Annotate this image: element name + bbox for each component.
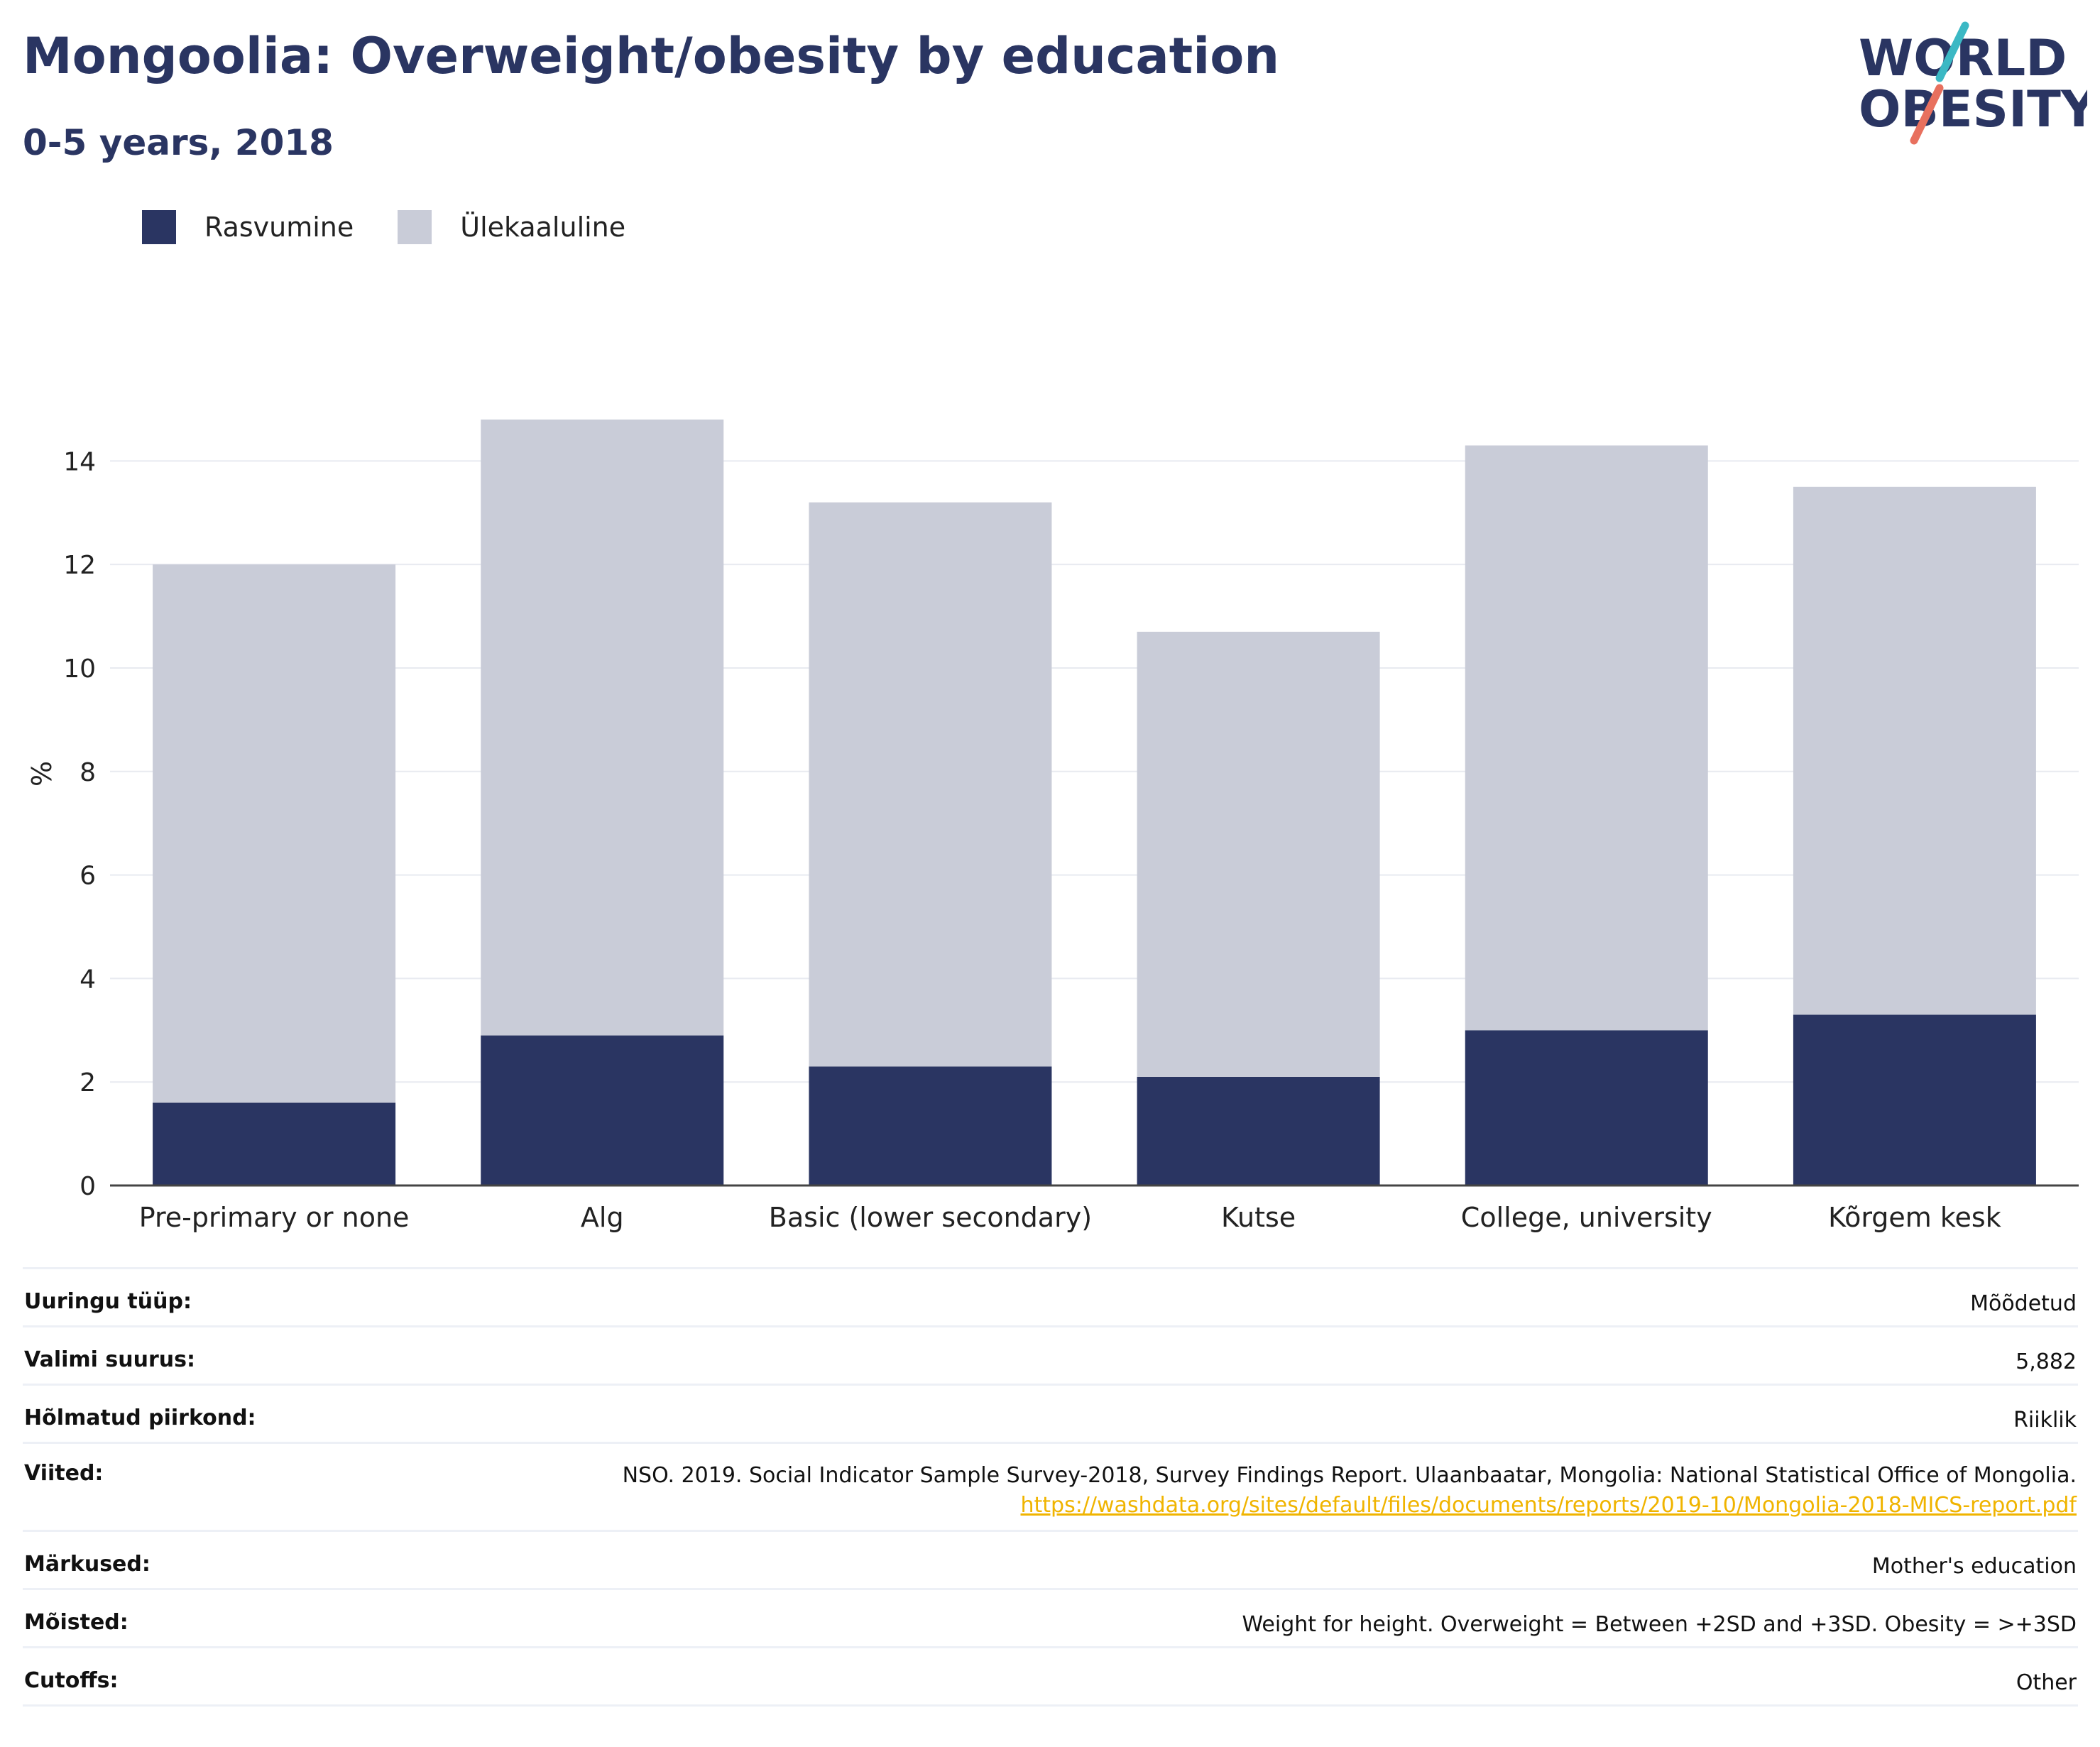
x-tick-label: Kutse <box>1221 1202 1296 1233</box>
bar-rasvumine[interactable] <box>1137 1076 1380 1185</box>
legend-item-ulekaaluline[interactable]: Ülekaaluline <box>398 210 625 244</box>
meta-value: Other <box>449 1647 2078 1707</box>
y-tick-label: 12 <box>63 551 96 580</box>
x-tick-label: Kõrgem kesk <box>1828 1202 2001 1233</box>
y-tick-label: 8 <box>80 758 96 787</box>
meta-value: 5,882 <box>449 1326 2078 1386</box>
meta-label: Mõisted: <box>23 1589 449 1648</box>
x-tick-label: College, university <box>1461 1202 1712 1233</box>
metadata-table: Uuringu tüüp: Mõõdetud Valimi suurus: 5,… <box>23 1267 2078 1707</box>
legend-label-ulekaaluline: Ülekaaluline <box>460 212 626 243</box>
y-tick-label: 0 <box>80 1172 96 1201</box>
legend-swatch-ulekaaluline <box>398 210 432 244</box>
bar-rasvumine[interactable] <box>153 1102 396 1185</box>
bar-chart: 0 2 4 6 8 10 12 14 Pre-primary or none Alg Basic … <box>26 420 2079 1233</box>
legend-label-rasvumine: Rasvumine <box>204 212 354 243</box>
meta-row-cutoffs: Cutoffs: Other <box>23 1647 2078 1707</box>
meta-label: Märkused: <box>23 1530 449 1590</box>
x-tick-label: Pre-primary or none <box>139 1202 410 1233</box>
bar-ulekaaluline[interactable] <box>1793 486 2036 1015</box>
bar-rasvumine[interactable] <box>1465 1030 1708 1185</box>
y-tick-label: 2 <box>80 1068 96 1097</box>
y-axis-label: % <box>26 761 58 787</box>
world-obesity-logo: WORLD OBESITY <box>1859 21 2087 145</box>
bar-rasvumine[interactable] <box>1793 1014 2036 1185</box>
bar-ulekaaluline[interactable] <box>481 420 724 1036</box>
meta-value: Riiklik <box>449 1384 2078 1444</box>
meta-label: Hõlmatud piirkond: <box>23 1384 449 1444</box>
bar-ulekaaluline[interactable] <box>153 564 396 1103</box>
meta-value: Mother's education <box>449 1530 2078 1590</box>
bar-rasvumine[interactable] <box>481 1035 724 1185</box>
meta-row-definitions: Mõisted: Weight for height. Overweight =… <box>23 1589 2078 1648</box>
meta-row-sample-size: Valimi suurus: 5,882 <box>23 1326 2078 1386</box>
meta-value: NSO. 2019. Social Indicator Sample Surve… <box>622 1463 2077 1488</box>
x-tick-label: Basic (lower secondary) <box>769 1202 1092 1233</box>
meta-label: Viited: <box>23 1442 449 1532</box>
y-tick-label: 6 <box>80 862 96 891</box>
meta-value: Mõõdetud <box>449 1267 2078 1327</box>
gridlines <box>110 460 2079 1083</box>
logo-slash-bottom <box>1910 84 1944 145</box>
meta-row-notes: Märkused: Mother's education <box>23 1530 2078 1590</box>
meta-label: Cutoffs: <box>23 1647 449 1707</box>
x-tick-labels: Pre-primary or none Alg Basic (lower secon… <box>139 1202 2001 1233</box>
logo-text-obesity: OBESITY <box>1859 80 2087 138</box>
legend-item-rasvumine[interactable]: Rasvumine <box>142 210 354 244</box>
meta-label: Uuringu tüüp: <box>23 1267 449 1327</box>
legend-swatch-rasvumine <box>142 210 176 244</box>
y-tick-labels: 0 2 4 6 8 10 12 14 <box>63 447 96 1201</box>
reference-link[interactable]: https://washdata.org/sites/default/files… <box>1020 1493 2077 1518</box>
bar-ulekaaluline[interactable] <box>1465 445 1708 1031</box>
bar-ulekaaluline[interactable] <box>1137 631 1380 1077</box>
chart-title: Mongoolia: Overweight/obesity by educati… <box>23 27 1280 85</box>
x-tick-label: Alg <box>581 1202 624 1233</box>
bar-ulekaaluline[interactable] <box>809 502 1052 1067</box>
chart-legend: Rasvumine Ülekaaluline <box>142 210 669 244</box>
bars <box>153 420 2036 1185</box>
y-tick-label: 14 <box>63 447 96 476</box>
meta-label: Valimi suurus: <box>23 1326 449 1386</box>
meta-row-area: Hõlmatud piirkond: Riiklik <box>23 1384 2078 1444</box>
meta-row-survey-type: Uuringu tüüp: Mõõdetud <box>23 1267 2078 1327</box>
meta-row-references: Viited: NSO. 2019. Social Indicator Samp… <box>23 1442 2078 1532</box>
meta-value: Weight for height. Overweight = Between … <box>449 1589 2078 1648</box>
y-tick-label: 10 <box>63 655 96 684</box>
bar-rasvumine[interactable] <box>809 1066 1052 1185</box>
logo-slash-top <box>1935 21 1969 82</box>
chart-subtitle: 0-5 years, 2018 <box>23 122 334 163</box>
y-tick-label: 4 <box>80 965 96 994</box>
